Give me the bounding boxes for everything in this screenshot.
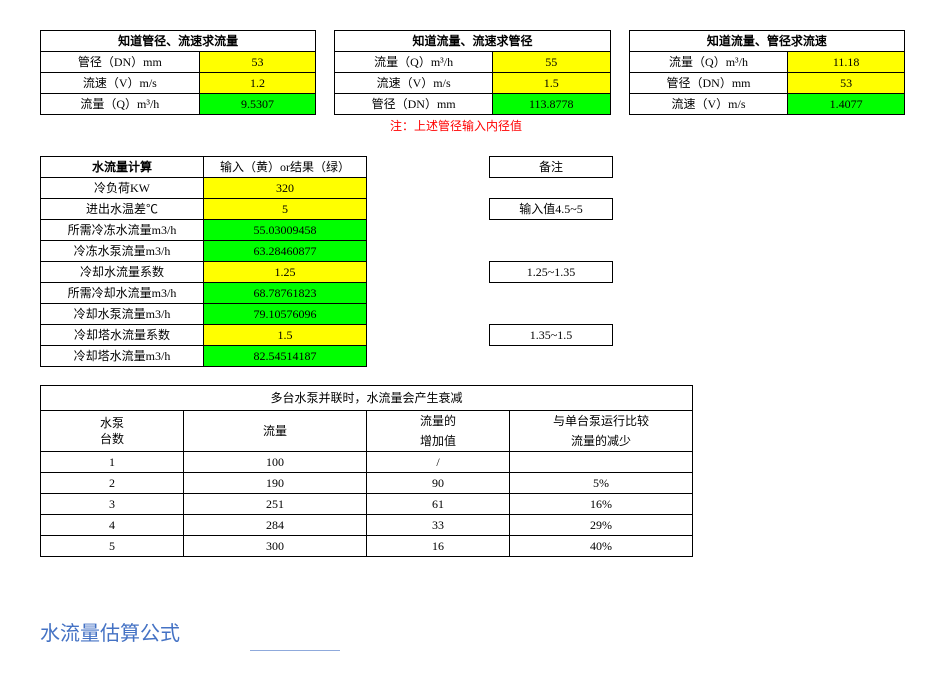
header-cell: 输入（黄）or结果（绿）: [204, 157, 367, 178]
formula-underline: [250, 650, 340, 651]
header-cell: 水泵台数: [41, 411, 184, 452]
block-title: 知道流量、管径求流速: [629, 31, 904, 52]
row-value[interactable]: 320: [204, 178, 367, 199]
top-calculators: 知道管径、流速求流量 管径（DN）mm53 流速（V）m/s1.2 流量（Q）m…: [40, 30, 905, 115]
row-label: 管径（DN）mm: [41, 52, 200, 73]
block-title: 知道流量、流速求管径: [335, 31, 610, 52]
row-value[interactable]: 1.25: [204, 262, 367, 283]
pump-table-title: 多台水泵并联时，水流量会产生衰减: [41, 386, 693, 411]
row-label: 流量（Q）m³/h: [629, 52, 788, 73]
row-value[interactable]: 5: [204, 199, 367, 220]
row-label: 冷却水泵流量m3/h: [41, 304, 204, 325]
row-label: 流量（Q）m³/h: [41, 94, 200, 115]
table-row: 1100/: [41, 452, 693, 473]
table-row: 53001640%: [41, 536, 693, 557]
header-cell: 备注: [490, 157, 613, 178]
row-label: 管径（DN）mm: [335, 94, 493, 115]
header-cell: 流量的减少: [510, 431, 693, 452]
row-label: 流速（V）m/s: [41, 73, 200, 94]
row-label: 管径（DN）mm: [629, 73, 788, 94]
header-cell: 与单台泵运行比较: [510, 411, 693, 432]
row-label: 冷负荷KW: [41, 178, 204, 199]
calc-block-0: 知道管径、流速求流量 管径（DN）mm53 流速（V）m/s1.2 流量（Q）m…: [40, 30, 316, 115]
row-value[interactable]: 1.5: [204, 325, 367, 346]
pump-parallel-table: 多台水泵并联时，水流量会产生衰减 水泵台数 流量 流量的 与单台泵运行比较 增加…: [40, 385, 693, 557]
row-note: 1.25~1.35: [490, 262, 613, 283]
formula-heading: 水流量估算公式: [40, 617, 905, 646]
row-label: 冷却塔水流量m3/h: [41, 346, 204, 367]
row-value: 113.8778: [492, 94, 610, 115]
header-cell: 流量的: [367, 411, 510, 432]
header-cell: 流量: [184, 411, 367, 452]
row-label: 流量（Q）m³/h: [335, 52, 493, 73]
block-title: 知道管径、流速求流量: [41, 31, 316, 52]
water-flow-calc-table: 水流量计算 输入（黄）or结果（绿） 备注 冷负荷KW320 进出水温差℃5 输入…: [40, 156, 613, 367]
table-row: 32516116%: [41, 494, 693, 515]
row-value[interactable]: 53: [788, 73, 905, 94]
row-value: 68.78761823: [204, 283, 367, 304]
row-label: 冷却塔水流量系数: [41, 325, 204, 346]
row-label: 流速（V）m/s: [629, 94, 788, 115]
row-label: 冷却水流量系数: [41, 262, 204, 283]
calc-block-1: 知道流量、流速求管径 流量（Q）m³/h55 流速（V）m/s1.5 管径（DN…: [334, 30, 610, 115]
row-value: 9.5307: [199, 94, 316, 115]
row-value[interactable]: 11.18: [788, 52, 905, 73]
row-label: 所需冷冻水流量m3/h: [41, 220, 204, 241]
table-row: 2190905%: [41, 473, 693, 494]
row-note: 输入值4.5~5: [490, 199, 613, 220]
row-value: 79.10576096: [204, 304, 367, 325]
row-value[interactable]: 1.2: [199, 73, 316, 94]
table-row: 42843329%: [41, 515, 693, 536]
row-label: 冷冻水泵流量m3/h: [41, 241, 204, 262]
row-value[interactable]: 53: [199, 52, 316, 73]
row-value[interactable]: 1.5: [492, 73, 610, 94]
row-note: 1.35~1.5: [490, 325, 613, 346]
calc-block-2: 知道流量、管径求流速 流量（Q）m³/h11.18 管径（DN）mm53 流速（…: [629, 30, 905, 115]
row-label: 进出水温差℃: [41, 199, 204, 220]
header-cell: 增加值: [367, 431, 510, 452]
row-value[interactable]: 55: [492, 52, 610, 73]
inner-diameter-note: 注：上述管径输入内径值: [390, 117, 905, 134]
header-cell: 水流量计算: [41, 157, 204, 178]
row-label: 所需冷却水流量m3/h: [41, 283, 204, 304]
row-label: 流速（V）m/s: [335, 73, 493, 94]
row-value: 1.4077: [788, 94, 905, 115]
row-value: 63.28460877: [204, 241, 367, 262]
row-value: 55.03009458: [204, 220, 367, 241]
row-value: 82.54514187: [204, 346, 367, 367]
